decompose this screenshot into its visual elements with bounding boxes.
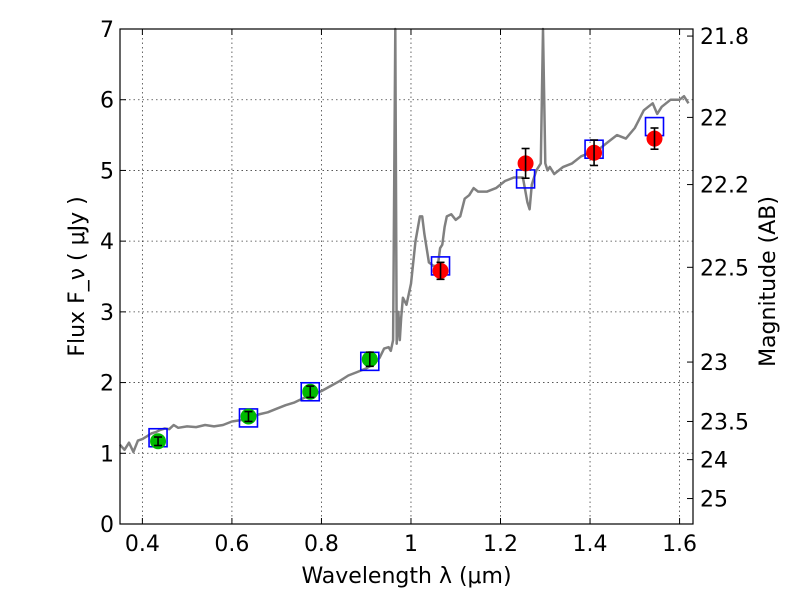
x-tick-label: 1 bbox=[404, 532, 418, 557]
y-tick-label: 0 bbox=[100, 513, 114, 538]
right-tick-label: 23.5 bbox=[700, 410, 749, 435]
right-tick-label: 22 bbox=[700, 106, 728, 131]
x-axis-label: Wavelength λ (μm) bbox=[301, 564, 511, 589]
y-tick-label: 1 bbox=[100, 442, 114, 467]
y-tick-label: 2 bbox=[100, 372, 114, 397]
right-tick-label: 24 bbox=[700, 449, 728, 474]
right-tick-label: 22.2 bbox=[700, 174, 749, 199]
right-tick-label: 23 bbox=[700, 351, 728, 376]
right-tick-label: 22.5 bbox=[700, 256, 749, 281]
right-axis-label: Magnitude (AB) bbox=[756, 196, 781, 367]
x-tick-label: 1.4 bbox=[573, 532, 608, 557]
y-axis-label: Flux F_ν ( μJy ) bbox=[65, 196, 90, 356]
x-tick-label: 0.8 bbox=[304, 532, 339, 557]
observed-photometry-layer bbox=[150, 127, 663, 450]
model-point bbox=[300, 381, 321, 402]
labels-layer: Wavelength λ (μm) Flux F_ν ( μJy ) Magni… bbox=[65, 196, 781, 589]
y-tick-label: 5 bbox=[100, 159, 114, 184]
grid-layer bbox=[120, 28, 693, 525]
plot-frame bbox=[119, 28, 694, 525]
y-tick-label: 4 bbox=[100, 230, 114, 255]
spectrum-layer bbox=[119, 27, 690, 454]
model-photometry-layer bbox=[148, 116, 665, 448]
y-tick-label: 6 bbox=[100, 89, 114, 114]
y-tick-label: 3 bbox=[100, 301, 114, 326]
x-tick-label: 0.4 bbox=[125, 532, 160, 557]
right-tick-label: 21.8 bbox=[700, 25, 749, 50]
x-tick-label: 0.6 bbox=[214, 532, 249, 557]
x-tick-label: 1.2 bbox=[483, 532, 518, 557]
spectrum-line bbox=[119, 27, 690, 454]
y-tick-label: 7 bbox=[100, 18, 114, 43]
right-tick-label: 25 bbox=[700, 488, 728, 513]
x-tick-label: 1.6 bbox=[662, 532, 697, 557]
